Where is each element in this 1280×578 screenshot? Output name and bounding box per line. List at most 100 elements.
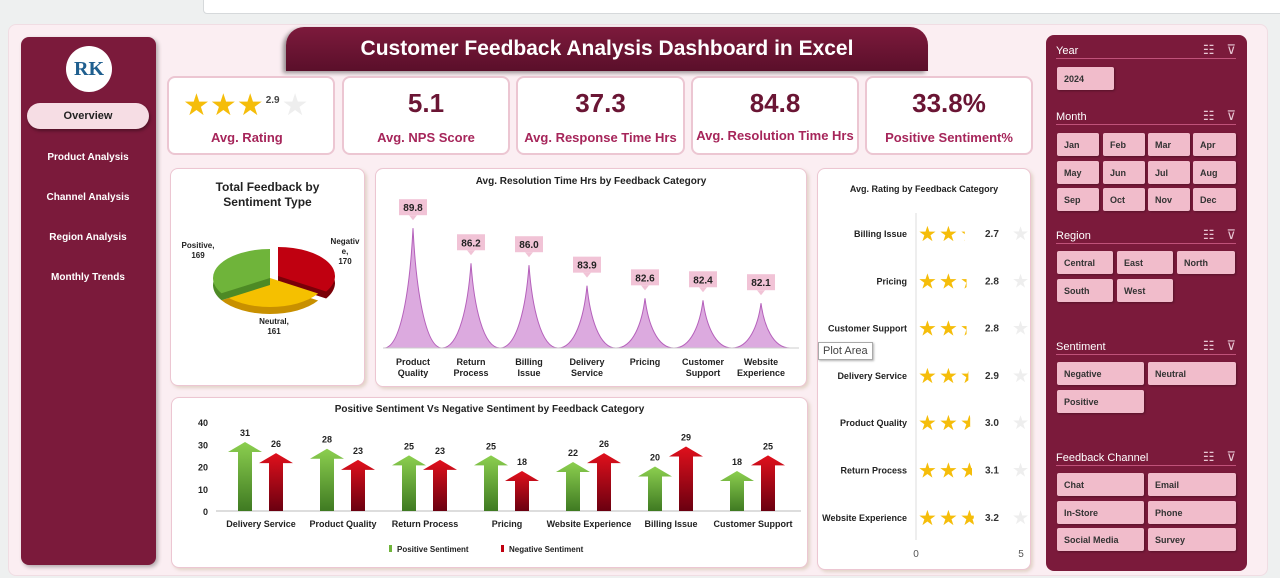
- pie-label-line: Positive,: [182, 241, 215, 250]
- data-label-pointer: [757, 290, 765, 296]
- slicer-month-item[interactable]: Apr: [1193, 133, 1236, 156]
- star-icon: ★: [939, 412, 958, 435]
- slicer-region-item[interactable]: Central: [1057, 251, 1113, 274]
- kpi-value: 84.8: [749, 88, 801, 118]
- clear-filter-icon[interactable]: ⊽: [1226, 338, 1236, 353]
- sentiment-bar-chart[interactable]: 0 10 20 30 40 31 26 Delivery Service 28 23 Product…: [171, 397, 808, 568]
- kpi-label: Avg. Rating: [211, 130, 283, 145]
- clear-filter-icon[interactable]: ⊽: [1226, 449, 1236, 464]
- slicer-feedback-channel-item[interactable]: In-Store: [1057, 500, 1144, 524]
- nav-monthly-trends[interactable]: Monthly Trends: [51, 271, 125, 283]
- nav-product-analysis[interactable]: Product Analysis: [47, 151, 129, 163]
- slicer-feedback-channel-item[interactable]: Phone: [1148, 500, 1236, 524]
- nav-region-analysis[interactable]: Region Analysis: [49, 231, 127, 243]
- category-label: Website Experience: [737, 357, 785, 378]
- data-label: 26: [599, 439, 609, 449]
- kpi-value: 33.8%: [912, 88, 986, 118]
- slicer-month-item[interactable]: Jul: [1148, 160, 1190, 184]
- clear-filter-icon[interactable]: ⊽: [1226, 108, 1236, 123]
- data-label-box: [399, 199, 427, 216]
- multi-select-icon[interactable]: ☷: [1202, 449, 1215, 464]
- resolution-area: [615, 298, 675, 349]
- empty-star-icon: ★: [1012, 366, 1029, 387]
- chart-title: Positive Sentiment Vs Negative Sentiment…: [334, 404, 645, 415]
- category-label: Product Quality: [840, 418, 907, 428]
- slicer-feedback-channel-item[interactable]: Survey: [1148, 528, 1236, 551]
- slicer-month-item[interactable]: Jan: [1057, 133, 1099, 156]
- slicer-year-item[interactable]: 2024: [1057, 67, 1114, 90]
- category-label-line: Customer: [682, 357, 725, 367]
- kpi-label: Avg. Resolution Time Hrs: [696, 128, 854, 143]
- resolution-area: [441, 263, 501, 349]
- category-label: Return Process: [392, 519, 459, 529]
- star-icon: ★: [960, 318, 979, 341]
- negative-arrow-bar: [259, 453, 293, 511]
- slicer-sentiment-header: Sentiment ☷ ⊽: [1056, 338, 1236, 355]
- slicer-sentiment-item[interactable]: Positive: [1057, 389, 1144, 413]
- category-label: Return Process: [840, 466, 907, 476]
- multi-select-icon[interactable]: ☷: [1202, 108, 1215, 123]
- data-label: 18: [732, 457, 742, 467]
- slicer-region-item[interactable]: North: [1177, 251, 1235, 274]
- resolution-time-chart[interactable]: 89.8 Product Quality 86.2 Return Process 86.0 B…: [375, 168, 807, 387]
- sentiment-pie-chart[interactable]: Negativ e, 170 Neutral, 161 Positive, 169: [170, 168, 365, 386]
- data-label: 2.9: [985, 371, 999, 382]
- data-label: 25: [763, 441, 773, 451]
- kpi-resolution-time: 84.8 Avg. Resolution Time Hrs: [691, 76, 859, 155]
- data-label-box: [689, 271, 717, 288]
- slicer-month-item[interactable]: Jun: [1103, 160, 1145, 184]
- slicer-feedback-channel-header: Feedback Channel ☷ ⊽: [1056, 449, 1236, 466]
- slicer-month-item[interactable]: Mar: [1148, 133, 1190, 156]
- slicer-region-item[interactable]: West: [1117, 278, 1173, 302]
- category-label-line: Delivery: [569, 357, 604, 367]
- category-label-line: Website: [744, 357, 778, 367]
- clear-filter-icon[interactable]: ⊽: [1226, 42, 1236, 57]
- nav-overview[interactable]: Overview: [27, 103, 149, 129]
- category-label: Customer Support: [682, 357, 725, 378]
- pie-data-label: Neutral, 161: [259, 317, 289, 336]
- kpi-response-time: 37.3 Avg. Response Time Hrs: [516, 76, 685, 155]
- multi-select-icon[interactable]: ☷: [1202, 42, 1215, 57]
- data-label-box: [457, 234, 485, 251]
- nav-channel-analysis[interactable]: Channel Analysis: [46, 191, 130, 203]
- empty-star-icon: ★: [1012, 319, 1029, 340]
- rating-stars: ★ ★ ★: [918, 365, 968, 388]
- data-label: 25: [486, 441, 496, 451]
- category-label: Billing Issue: [515, 357, 543, 378]
- data-label-box: [515, 236, 543, 253]
- data-label: 26: [271, 439, 281, 449]
- clear-filter-icon[interactable]: ⊽: [1226, 227, 1236, 242]
- positive-arrow-bar: [392, 455, 426, 511]
- negative-arrow-bar: [423, 459, 457, 511]
- slicer-month-item[interactable]: Sep: [1057, 188, 1099, 211]
- slicer-sentiment-item[interactable]: Negative: [1057, 362, 1144, 385]
- slicer-month-item[interactable]: May: [1057, 160, 1099, 184]
- slicer-month-item[interactable]: Dec: [1193, 188, 1236, 211]
- multi-select-icon[interactable]: ☷: [1202, 338, 1215, 353]
- slicer-region-item[interactable]: South: [1057, 278, 1113, 302]
- slicer-feedback-channel-item[interactable]: Chat: [1057, 473, 1144, 496]
- negative-arrow-bar: [587, 453, 621, 511]
- slicer-region-item[interactable]: East: [1117, 251, 1173, 274]
- slicer-year-header: Year ☷ ⊽: [1056, 42, 1236, 59]
- data-label: 89.8: [403, 203, 423, 214]
- star-icon: ★: [960, 507, 979, 530]
- slicer-month-item[interactable]: Oct: [1103, 188, 1145, 211]
- slicer-month-item[interactable]: Nov: [1148, 188, 1190, 211]
- data-label: 23: [353, 446, 363, 456]
- slicer-feedback-channel-item[interactable]: Email: [1148, 473, 1236, 496]
- slicer-sentiment-item[interactable]: Neutral: [1148, 362, 1236, 385]
- resolution-area: [383, 228, 443, 349]
- star-icon: ★: [939, 318, 958, 341]
- legend-positive-icon: [389, 545, 392, 552]
- resolution-area: [731, 303, 791, 349]
- slicer-month-item[interactable]: Feb: [1103, 133, 1145, 156]
- star-icon: ★: [960, 460, 979, 483]
- slicer-month-item[interactable]: Aug: [1193, 160, 1236, 184]
- legend-positive-label: Positive Sentiment: [397, 545, 469, 554]
- multi-select-icon[interactable]: ☷: [1202, 227, 1215, 242]
- slicer-feedback-channel-item[interactable]: Social Media: [1057, 528, 1144, 551]
- formula-bar[interactable]: [203, 0, 1280, 14]
- negative-arrow-bar: [505, 470, 539, 511]
